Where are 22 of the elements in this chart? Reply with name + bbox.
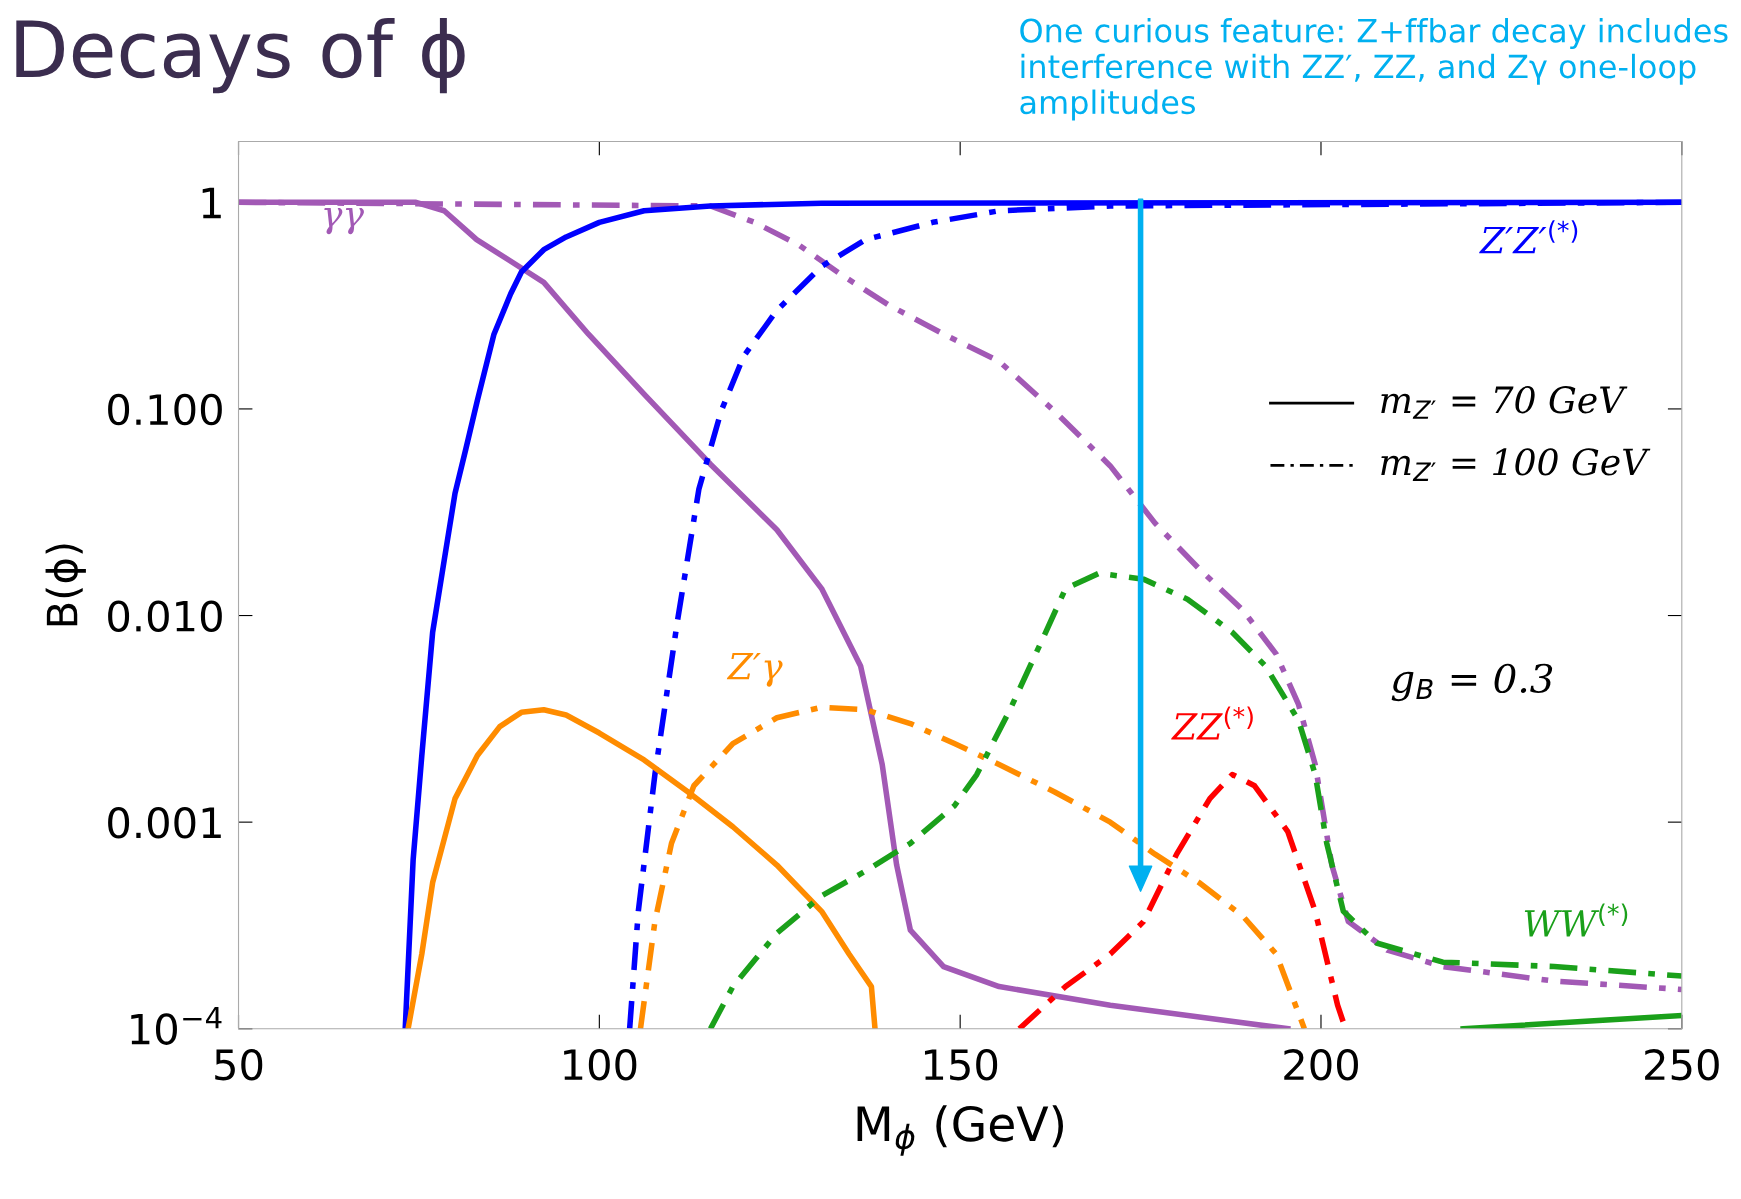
series-label: ZZ$^{(*)}$ <box>1171 706 1253 740</box>
annotation: g$_{B}$ = 0.3 <box>1391 663 1553 702</box>
x-tick-label: 150 <box>924 1048 998 1081</box>
y-tick-label: 0.001 <box>108 807 221 839</box>
x-tick-label: 200 <box>1284 1048 1358 1081</box>
x-tick-label: 50 <box>215 1048 263 1081</box>
text: One curious feature: Z+ffbar decay includes interference with ZZ′, ZZ, and Zγ one-loop amplitudes <box>1020 17 1728 121</box>
y-tick-label: 10$^{−4}$ <box>131 1007 222 1045</box>
annotation: m$_{Z′}$ = 70 GeV <box>1381 386 1628 419</box>
y-tick-label: 0.010 <box>108 600 222 632</box>
y-tick-label: 1 <box>202 187 221 219</box>
annotation: m$_{Z′}$ = 100 GeV <box>1381 448 1651 481</box>
series-label: γγ <box>324 208 364 235</box>
y-tick-label: 0.100 <box>108 393 222 426</box>
chart-title: Decays of ϕ <box>16 17 465 94</box>
x-tick-label: 250 <box>1645 1048 1719 1081</box>
x-axis-title: M$_{ϕ}$ (GeV) <box>857 1105 1064 1156</box>
series-label: WW$^{(*)}$ <box>1524 903 1628 937</box>
series-label: Z′Z′$^{(*)}$ <box>1479 220 1578 254</box>
x-tick-label: 100 <box>564 1048 637 1081</box>
y-axis-title: B(ϕ) <box>45 544 86 626</box>
text: Z′γ <box>726 652 783 687</box>
